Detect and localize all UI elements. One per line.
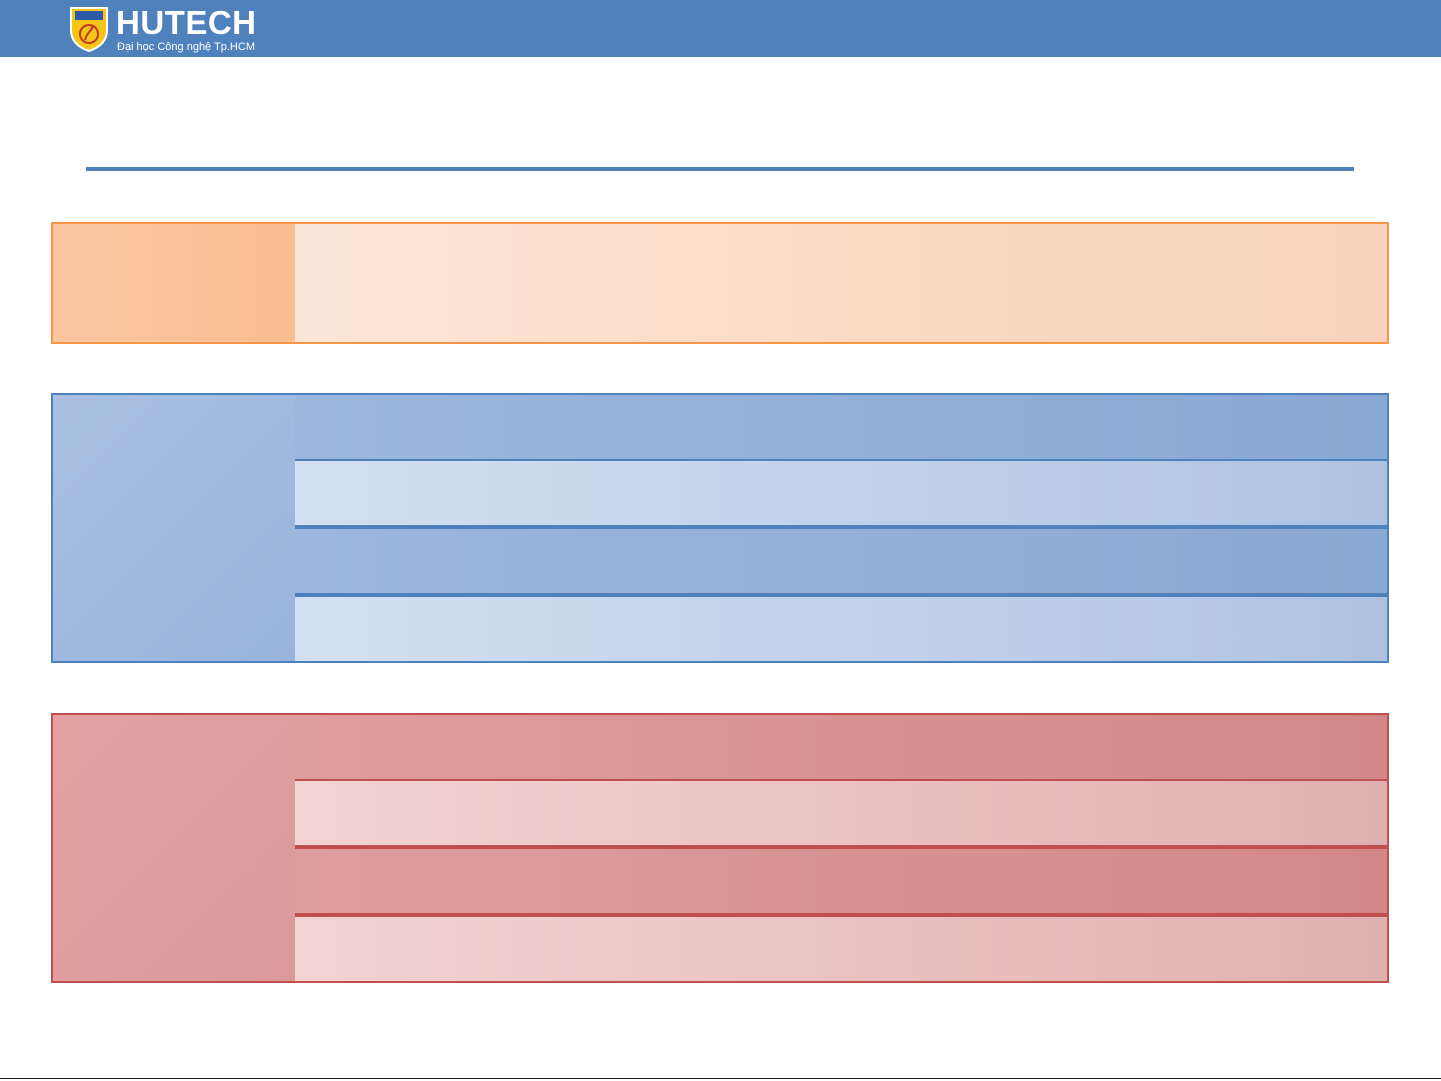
red-left-cell: [51, 713, 297, 983]
blue-row-2: [295, 459, 1389, 527]
orange-right-cell: [295, 222, 1389, 344]
blue-row-4: [295, 595, 1389, 663]
shield-icon: [70, 7, 108, 52]
orange-table: [51, 222, 1389, 344]
red-row-2: [295, 779, 1389, 847]
title-divider: [86, 167, 1354, 171]
red-table: [51, 713, 1389, 983]
footer-divider: [0, 1078, 1441, 1079]
blue-row-1: [295, 393, 1389, 461]
blue-row-3: [295, 527, 1389, 595]
hutech-logo[interactable]: HUTECH Đại học Công nghệ Tp.HCM: [68, 4, 278, 54]
logo-subtitle: Đại học Công nghệ Tp.HCM: [117, 41, 255, 53]
red-row-3: [295, 847, 1389, 915]
header-bar: HUTECH Đại học Công nghệ Tp.HCM: [0, 0, 1441, 57]
logo-name: HUTECH: [116, 4, 257, 41]
orange-left-cell: [51, 222, 297, 344]
blue-table: [51, 393, 1389, 663]
red-row-1: [295, 713, 1389, 781]
red-row-4: [295, 915, 1389, 983]
blue-left-cell: [51, 393, 297, 663]
